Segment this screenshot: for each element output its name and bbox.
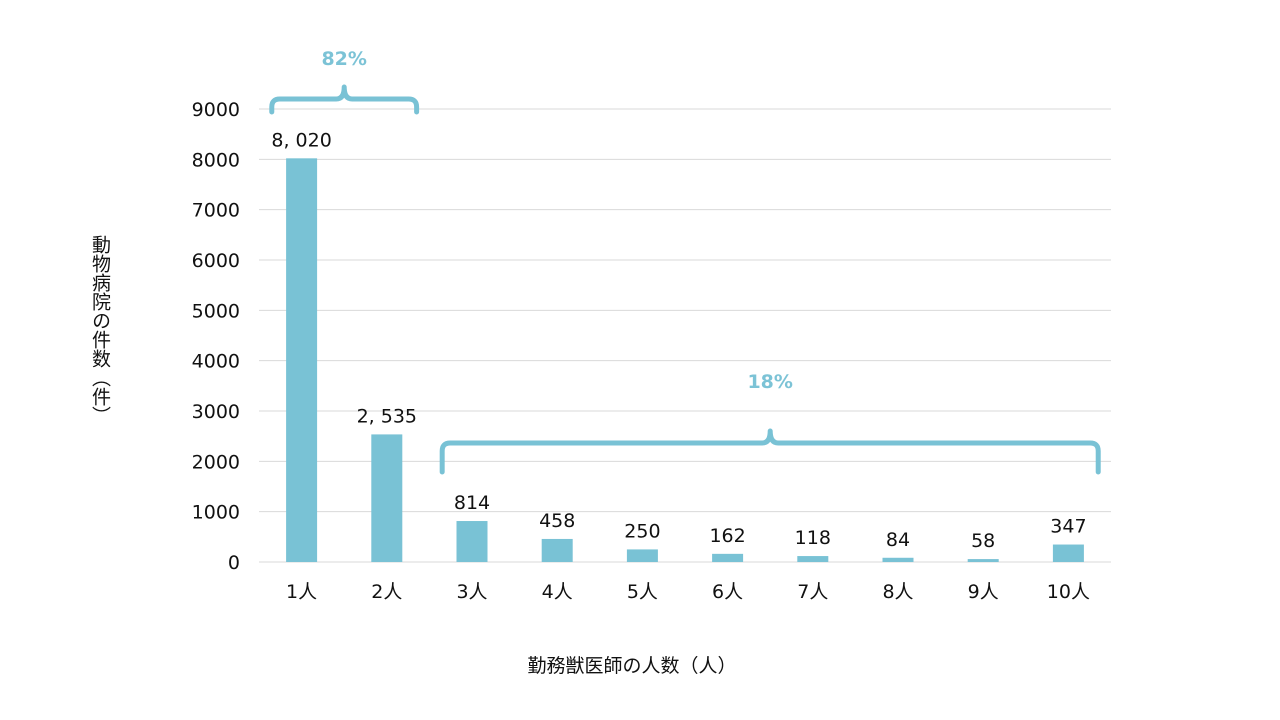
y-tick-label: 5000 (192, 300, 240, 322)
y-tick-label: 6000 (192, 250, 240, 272)
x-tick-label: 9人 (968, 581, 999, 603)
x-tick-label: 3人 (456, 581, 487, 603)
y-tick-label: 8000 (192, 149, 240, 171)
bars (286, 158, 1084, 562)
x-tick-label: 8人 (882, 581, 913, 603)
data-labels: 8, 020 2, 535 814 458 250 162 118 84 58 347 (271, 129, 1086, 552)
data-label: 814 (454, 492, 490, 514)
data-label: 58 (971, 530, 995, 552)
bar (1052, 544, 1084, 562)
x-tick-label: 5人 (627, 581, 658, 603)
y-tick-label: 1000 (192, 502, 240, 524)
x-tick-label: 2人 (371, 581, 402, 603)
data-label: 458 (539, 510, 575, 532)
x-tick-label: 10人 (1047, 581, 1090, 603)
bar (456, 521, 488, 562)
bracket (269, 84, 420, 115)
data-label: 347 (1050, 516, 1086, 538)
data-label: 2, 535 (357, 405, 417, 427)
y-axis-ticks: 0 1000 2000 3000 4000 5000 6000 7000 8000 9000 (192, 99, 240, 574)
data-label: 118 (795, 527, 831, 549)
x-axis-ticks: 1人 2人 3人 4人 5人 6人 7人 8人 9人 10人 (286, 581, 1090, 603)
x-tick-label: 4人 (542, 581, 573, 603)
y-tick-label: 4000 (192, 351, 240, 373)
y-tick-label: 3000 (192, 401, 240, 423)
y-tick-label: 9000 (192, 99, 240, 121)
x-tick-label: 1人 (286, 581, 317, 603)
bar (371, 434, 403, 562)
bar (286, 158, 318, 562)
x-tick-label: 6人 (712, 581, 743, 603)
bar (967, 559, 999, 562)
percentage-label: 18% (747, 371, 792, 393)
x-tick-label: 7人 (797, 581, 828, 603)
bar (626, 549, 658, 562)
bar (882, 557, 914, 562)
y-tick-label: 2000 (192, 451, 240, 473)
x-axis-title: 勤務獣医師の人数（人） (527, 655, 736, 677)
bar (797, 556, 829, 562)
bar (712, 553, 744, 562)
data-label: 84 (886, 529, 910, 551)
data-label: 250 (624, 520, 660, 542)
data-label: 8, 020 (271, 129, 331, 151)
percentage-label: 82% (321, 48, 366, 70)
annotations: 82% 18% (269, 48, 1101, 475)
y-tick-label: 7000 (192, 200, 240, 222)
bracket (439, 428, 1101, 475)
data-label: 162 (709, 525, 745, 547)
y-axis-title: 動物病院の件数（件） (89, 235, 111, 425)
y-tick-label: 0 (228, 552, 240, 574)
bar (541, 538, 573, 562)
